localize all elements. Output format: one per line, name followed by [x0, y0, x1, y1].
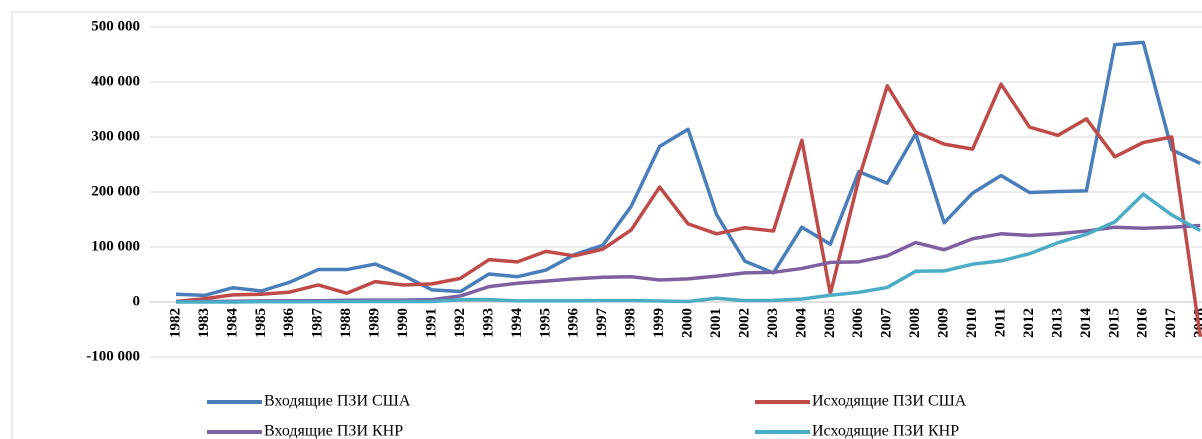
x-tick-label: 1988: [338, 308, 354, 338]
legend-label: Входящие ПЗИ КНР: [264, 423, 403, 439]
y-tick-label: 100 000: [91, 238, 140, 254]
x-tick-label: 2017: [1163, 308, 1179, 339]
x-tick-label: 1987: [310, 308, 326, 339]
y-tick-label: 300 000: [91, 128, 140, 144]
x-tick-label: 2002: [736, 308, 752, 338]
x-tick-label: 2000: [680, 308, 696, 338]
x-tick-label: 2007: [879, 308, 895, 339]
x-tick-label: 1993: [480, 308, 496, 338]
x-tick-label: 2012: [1021, 308, 1037, 338]
x-tick-label: 2013: [1049, 308, 1065, 338]
y-tick-label: 0: [133, 293, 141, 309]
x-tick-label: 1982: [167, 308, 183, 338]
x-tick-label: 2009: [936, 308, 952, 338]
x-tick-label: 1984: [224, 308, 240, 339]
series-line: [175, 82, 1202, 337]
y-tick-label: -100 000: [86, 348, 140, 364]
x-tick-label: 1997: [594, 308, 610, 339]
x-tick-label: 2003: [765, 308, 781, 338]
x-tick-label: 1996: [566, 308, 582, 339]
x-tick-label: 2006: [850, 308, 866, 339]
legend-label: Входящие ПЗИ США: [264, 393, 411, 410]
legend-label: Исходящие ПЗИ КНР: [812, 423, 959, 439]
series-line: [175, 40, 1201, 298]
x-tick-label: 1994: [509, 308, 525, 339]
x-tick-label: 2014: [1078, 308, 1094, 339]
x-tick-label: 1995: [537, 308, 553, 338]
x-tick-label: 2008: [907, 308, 923, 338]
y-tick-label: 500 000: [91, 18, 140, 34]
x-tick-label: 1989: [367, 308, 383, 338]
x-tick-label: 1990: [395, 308, 411, 338]
x-tick-label: 2010: [964, 308, 980, 338]
x-tick-label: 1991: [423, 308, 439, 338]
chart-frame: [11, 11, 1202, 439]
x-tick-label: 2005: [822, 308, 838, 338]
x-tick-label: 2011: [992, 308, 1008, 337]
legend-label: Исходящие ПЗИ США: [812, 393, 967, 410]
x-tick-label: 2016: [1135, 308, 1151, 339]
x-tick-label: 1999: [651, 308, 667, 338]
x-tick-label: 2015: [1106, 308, 1122, 338]
x-tick-label: 1998: [623, 308, 639, 338]
x-tick-label: 1983: [196, 308, 212, 338]
x-tick-label: 2004: [793, 308, 809, 339]
x-tick-label: 1986: [281, 308, 297, 339]
x-tick-label: 2001: [708, 308, 724, 338]
y-tick-label: 200 000: [91, 183, 140, 199]
x-tick-label: 1985: [253, 308, 269, 338]
y-tick-label: 400 000: [91, 73, 140, 89]
x-tick-label: 1992: [452, 308, 468, 338]
series-line: [175, 192, 1202, 304]
